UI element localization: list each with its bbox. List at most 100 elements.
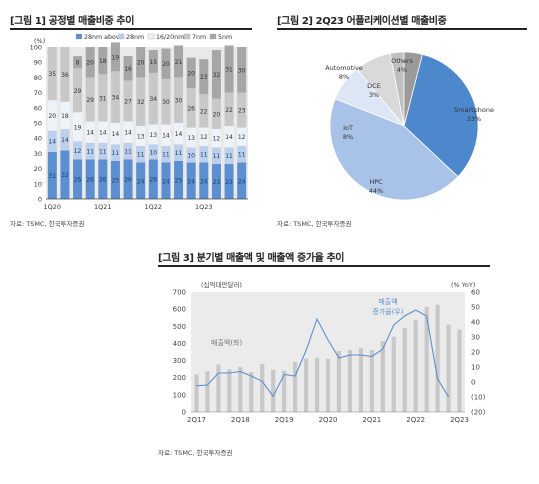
data-label: 24 [200, 178, 208, 185]
data-label: 11 [86, 149, 94, 156]
combo-bar-line-chart: (십억대만달러) (% YoY)0100200300400500600700(20… [173, 280, 486, 424]
data-label: 8 [76, 60, 80, 67]
bar-segment [199, 59, 209, 95]
bar-segment [148, 159, 158, 199]
bar-segment [186, 57, 196, 89]
figure-1-source: 자료: TSMC, 한국투자증권 [10, 220, 85, 228]
data-label: 32 [137, 99, 145, 106]
y-axis-unit: (%) [34, 37, 45, 45]
data-label: 20 [187, 70, 195, 77]
stacked-bar-chart: (%) 0 10 20 30 40 50 60 70 80 90 100 31 14 20 35 32 14 18 3… [30, 33, 248, 211]
y-tick-label: 40 [34, 135, 42, 143]
data-label: 15 [149, 59, 157, 66]
bar-segment [123, 159, 133, 199]
bar-segment [161, 48, 171, 79]
data-label: 16 [124, 66, 132, 73]
data-label: 26 [187, 105, 195, 112]
figure-1-title-rule [10, 28, 252, 30]
revenue-bar [238, 367, 243, 412]
right-y-tick-label: 50 [471, 304, 480, 312]
left-axis-unit: (십억대만달러) [201, 280, 242, 289]
data-label: 14 [48, 139, 56, 146]
bar-segment [136, 47, 146, 78]
data-label: 26 [74, 177, 82, 184]
slice-value-label: 8% [339, 73, 349, 81]
bar-segment [123, 142, 133, 160]
bar-segment [148, 72, 158, 125]
left-y-tick-label: 400 [173, 340, 186, 348]
legend-swatch [117, 33, 125, 40]
bar-segment [60, 150, 70, 199]
data-label: 21 [175, 59, 183, 66]
x-tick-label: 2Q22 [406, 416, 425, 424]
y-tick-label: 60 [34, 104, 42, 112]
data-label: 36 [61, 72, 69, 79]
bar-segment [161, 145, 171, 163]
data-label: 24 [137, 178, 145, 185]
right-y-tick-label: (10) [471, 394, 486, 402]
legend-swatch [147, 33, 155, 40]
data-label: 23 [200, 74, 208, 81]
right-y-tick-label: 30 [471, 334, 480, 342]
bar-segment [186, 147, 196, 163]
data-label: 26 [86, 177, 94, 184]
data-label: 34 [112, 95, 120, 102]
bar-segment [136, 126, 146, 146]
bar-segment [211, 147, 221, 165]
slice-name-label: IoT [343, 124, 353, 132]
bar-segment [98, 159, 108, 199]
bar-segment [237, 127, 247, 146]
slice-name-label: Smartphone [454, 106, 494, 114]
x-tick-label: 1Q23 [195, 203, 213, 211]
data-label: 25 [112, 178, 120, 185]
data-label: 11 [112, 150, 120, 157]
figure-2-title-rule [277, 28, 527, 30]
yoy-growth-line [196, 309, 450, 398]
data-label: 24 [162, 178, 170, 185]
revenue-bar [413, 320, 418, 412]
x-tick-label: 1Q22 [145, 203, 163, 211]
x-tick-label: 1Q21 [94, 203, 112, 211]
revenue-bar [216, 364, 221, 412]
revenue-bar [435, 304, 440, 412]
bar-segment [73, 68, 83, 113]
data-label: 12 [213, 136, 221, 143]
bar-segment [148, 144, 158, 160]
bar-segment [73, 112, 83, 142]
data-label: 10 [149, 149, 157, 156]
data-label: 14 [162, 133, 170, 140]
left-y-tick-label: 700 [173, 289, 186, 297]
data-label: 11 [213, 153, 221, 160]
pie-chart: Smartphone33%HPC44%IoT8%Automotive8%DCE3… [325, 51, 494, 201]
figure-2-title: [그림 2] 2Q23 어플리케이션별 매출비중 [277, 16, 447, 27]
left-y-tick-label: 200 [173, 374, 186, 382]
data-label: 14 [99, 130, 107, 137]
data-label: 20 [48, 113, 56, 120]
x-tick-label: 2Q19 [275, 416, 294, 424]
data-label: 24 [187, 178, 195, 185]
data-label: 11 [124, 149, 132, 156]
bar-segment [174, 161, 184, 199]
bar-segment [110, 42, 120, 72]
data-label: 13 [137, 133, 145, 140]
data-label: 20 [86, 60, 94, 67]
bar-segment [174, 77, 184, 123]
right-y-tick-label: 10 [471, 364, 480, 372]
bar-segment [73, 56, 83, 69]
slice-value-label: 8% [343, 133, 353, 141]
slice-value-label: 4% [397, 66, 407, 74]
y-tick-label: 0 [38, 196, 42, 204]
bar-segment [148, 124, 158, 145]
pie-slice [403, 51, 423, 127]
data-label: 13 [149, 132, 157, 139]
revenue-bar [249, 372, 254, 412]
legend-swatch [75, 33, 83, 40]
data-label: 22 [200, 108, 208, 115]
series-annotation-revenue: 매출액(좌) [211, 338, 242, 347]
bar-segment [98, 142, 108, 160]
figure-3-source: 자료: TSMC, 한국투자증권 [158, 449, 233, 457]
bar-segment [60, 129, 70, 151]
data-label: 12 [238, 134, 246, 141]
bar-segment [136, 162, 146, 199]
revenue-bar [314, 357, 320, 412]
